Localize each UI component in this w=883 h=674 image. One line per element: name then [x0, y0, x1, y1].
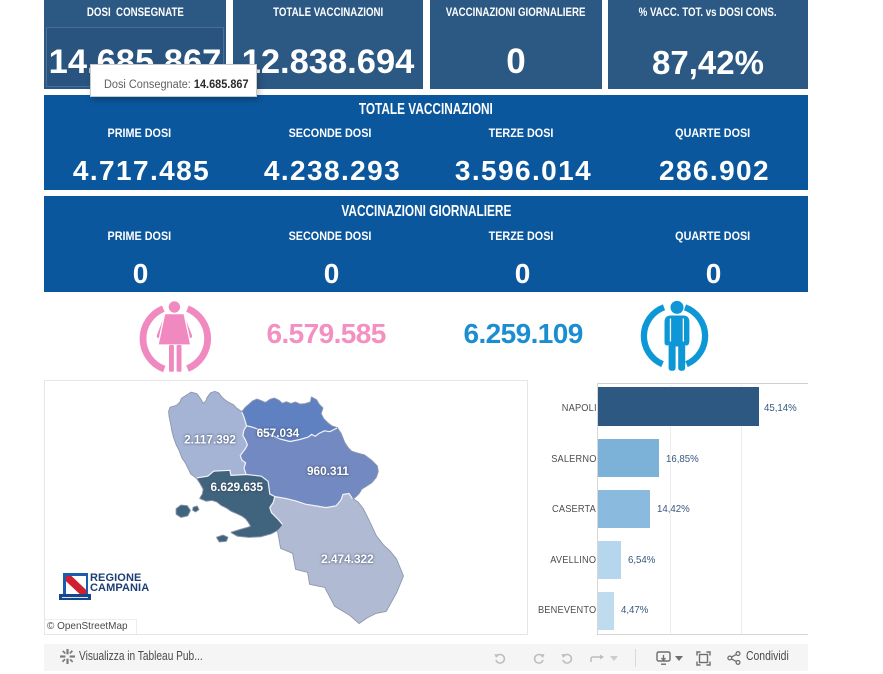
svg-text:960.311: 960.311	[307, 464, 349, 478]
svg-text:2.117.392: 2.117.392	[184, 432, 236, 446]
svg-text:2.474.322: 2.474.322	[321, 552, 374, 566]
svg-text:657.034: 657.034	[257, 426, 300, 440]
svg-text:6.629.635: 6.629.635	[211, 480, 264, 494]
